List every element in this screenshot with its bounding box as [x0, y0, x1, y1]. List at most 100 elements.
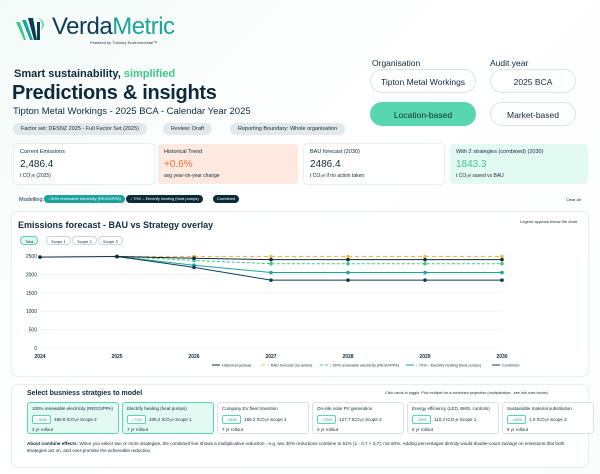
legend-label: ↓ 70% – Electrify heating (heat pumps) — [416, 364, 482, 368]
strategy-rollout: 6 yr rollout — [507, 427, 529, 432]
strategy-co2: 169.2 tCO₂e Scope 1 — [244, 417, 287, 422]
forecast-chart: 0 500 1000 1500 2000 2500 2024 2025 2026 2027 2028… — [26, 254, 519, 368]
strategy-reduction-badge: ↓ 60% — [412, 415, 432, 424]
data-point — [269, 278, 273, 282]
data-point — [269, 270, 273, 275]
data-point — [423, 254, 427, 259]
review-status-pill: Review: Draft — [163, 123, 213, 135]
strategy-title: Sustainable material substitution — [507, 406, 572, 411]
chart-title: Emissions forecast - BAU vs Strategy ove… — [18, 220, 214, 230]
data-point — [500, 278, 504, 282]
data-point — [269, 261, 273, 266]
kpi-value: 2,486.4 — [20, 159, 54, 170]
kpi-label: With 2 strategies (combined) (2030) — [456, 149, 544, 155]
y-tick-label: 1500 — [26, 291, 37, 297]
strategy-reduction-badge: ↓ 40% — [507, 415, 527, 424]
strategy-card[interactable]: On-site solar PV generation ↓ 25% 127.7 tC… — [312, 402, 404, 434]
logo-mark-icon — [14, 16, 48, 44]
strategy-co2: 499.8 tCO₂e Scope 2 — [54, 417, 97, 422]
data-point — [269, 257, 273, 262]
brand-logo: VerdaMetric Powered by Turnkey Environme… — [14, 14, 184, 46]
kpi-value: +0.6% — [164, 159, 193, 170]
strategy-card[interactable]: Sustainable material substitution ↓ 40% 1.… — [502, 402, 594, 434]
data-point — [423, 257, 427, 262]
data-point — [500, 257, 504, 262]
kpi-sub: t CO₂e saved vs BAU — [456, 173, 504, 179]
data-point — [38, 255, 42, 259]
strategy-card[interactable]: Electrify heating (heat pumps) ↓ 70% 206.2… — [122, 402, 214, 434]
series-line — [116, 256, 502, 281]
scope-tab-2[interactable]: Scope 2 — [72, 236, 97, 245]
x-tick-label: 2030 — [496, 354, 507, 360]
kpi-bau-forecast: BAU forecast (2030) 2486.4 t CO₂e if no … — [304, 144, 444, 184]
y-tick-label: 1000 — [26, 309, 37, 315]
strategy-reduction-badge: ↓ 80% — [222, 415, 242, 424]
legend-note: Legend appears below the chart — [520, 219, 578, 224]
modelling-tag-combined[interactable]: Combined — [213, 195, 240, 203]
legend-label: Historical (actual) — [222, 364, 252, 368]
x-tick-label: 2024 — [34, 354, 45, 360]
tagline: Smart sustainability, simplified — [14, 68, 176, 80]
strategy-reduction-badge: ↓ 25% — [317, 415, 337, 424]
y-tick-label: 0 — [34, 346, 37, 352]
brand-name-part2: Metric — [112, 13, 175, 40]
kpi-label: Current Emissions — [20, 149, 65, 155]
reporting-boundary-pill: Reporting Boundary: Whole organisation — [230, 123, 346, 135]
audit-year-select[interactable]: 2025 BCA — [490, 69, 576, 93]
strategy-card[interactable]: Energy efficiency (LED, BMS, controls) ↓ … — [407, 402, 499, 434]
data-point — [346, 261, 350, 266]
strategy-rollout: 7 yr rollout — [222, 427, 244, 432]
data-point — [500, 261, 504, 266]
series-line — [39, 256, 118, 258]
strategy-card[interactable]: Company EV fleet transition ↓ 80% 169.2 tC… — [217, 402, 309, 434]
modelling-tag-heating[interactable]: ↓ 70% – Electrify heating (heat pumps) — [126, 195, 203, 203]
strategy-rollout: 5 yr rollout — [412, 427, 434, 432]
organisation-select[interactable]: Tipton Metal Workings — [370, 69, 476, 93]
y-tick-label: 2000 — [26, 272, 37, 278]
legend-label: ↓ 50% renewable electricity (REGO/PPA) — [330, 364, 400, 368]
series-line — [116, 256, 502, 261]
page-title: Predictions & insights — [12, 82, 217, 104]
kpi-label: Historical Trend — [164, 149, 203, 155]
data-point — [346, 254, 350, 259]
data-point — [423, 270, 427, 275]
strategy-co2: 127.7 tCO₂e Scope 2 — [339, 417, 382, 422]
kpi-sub: t CO₂e (2025) — [20, 173, 51, 179]
market-based-button[interactable]: Market-based — [490, 102, 576, 126]
strategy-co2: 206.2 tCO₂e Scope 1 — [149, 417, 192, 422]
strategy-reduction-badge: ↓ 50% — [32, 415, 52, 424]
strategies-title: Select busniess stratgies to model — [27, 390, 143, 397]
modelling-tag-renewable[interactable]: ↓ 50% renewable electricity (REGO/PPA) — [44, 195, 125, 203]
kpi-value: 2486.4 — [310, 159, 341, 170]
kpi-sub: t CO₂e if no action taken — [310, 173, 365, 179]
scope-tab-3[interactable]: Scope 3 — [98, 236, 123, 245]
clear-all-link[interactable]: Clear all — [566, 197, 581, 202]
y-tick-label: 500 — [29, 328, 38, 334]
strategy-co2: 110.2 tCO₂e Scope 1 — [434, 417, 477, 422]
y-tick-label: 2500 — [26, 254, 37, 260]
kpi-current-emissions: Current Emissions 2,486.4 t CO₂e (2025) — [14, 144, 154, 184]
page-subtitle: Tipton Metal Workings - 2025 BCA - Calen… — [13, 106, 251, 117]
x-tick-label: 2026 — [188, 354, 199, 360]
data-point — [192, 256, 196, 261]
location-based-button[interactable]: Location-based — [370, 102, 476, 126]
data-point — [500, 254, 504, 259]
strategy-title: Energy efficiency (LED, BMS, controls) — [412, 406, 490, 411]
data-point — [115, 254, 119, 259]
strategy-title: Electrify heating (heat pumps) — [127, 406, 187, 411]
scope-tab-total[interactable]: Total — [20, 236, 39, 245]
data-point — [269, 254, 273, 259]
strategy-title: On-site solar PV generation — [317, 406, 373, 411]
data-point — [346, 270, 350, 275]
legend-label: BAU forecast (no action) — [271, 364, 313, 368]
modelling-label: Modelling: — [19, 197, 45, 203]
factor-set-pill: Factor set: DESNZ 2025 - Full Factor Set… — [13, 123, 147, 135]
organisation-label: Organisation — [372, 58, 421, 68]
data-point — [346, 257, 350, 262]
kpi-sub: avg year-on-year change — [164, 173, 220, 179]
x-tick-label: 2025 — [111, 354, 122, 360]
scope-tab-1[interactable]: Scope 1 — [46, 236, 71, 245]
strategy-card[interactable]: 100% renewable electricity (REGO/PPA) ↓ 5… — [27, 402, 119, 434]
strategy-rollout: 2 yr rollout — [32, 427, 54, 432]
data-point — [192, 265, 196, 270]
